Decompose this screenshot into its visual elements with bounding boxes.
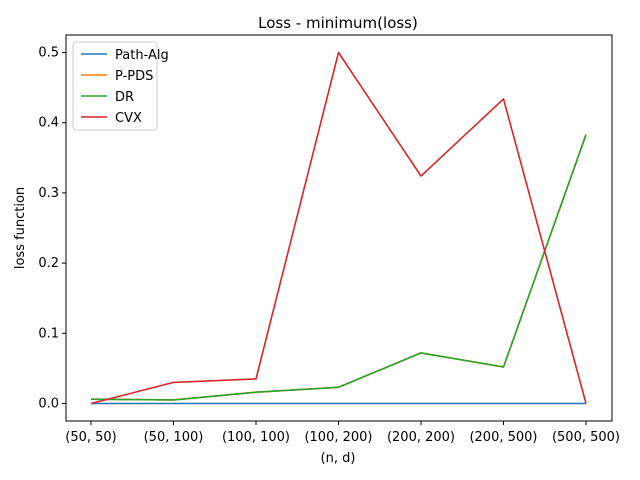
- legend: Path-Alg P-PDS DR CVX: [72, 41, 169, 131]
- x-tick-label: (100, 200): [304, 430, 372, 445]
- chart-title: Loss - minimum(loss): [258, 14, 418, 32]
- y-tick-label: 0.5: [38, 46, 59, 61]
- x-tick-label: (100, 100): [222, 430, 290, 445]
- x-tick-label: (200, 200): [387, 430, 455, 445]
- series-lines: [90, 51, 587, 405]
- x-tick-label: (50, 100): [144, 430, 204, 445]
- y-axis-label: loss function: [13, 187, 28, 269]
- x-tick-label: (200, 500): [469, 430, 537, 445]
- series-line-dr: [90, 134, 587, 401]
- legend-label: DR: [115, 90, 134, 105]
- x-tick-label: (50, 50): [65, 430, 117, 445]
- y-tick-label: 0.1: [38, 326, 59, 341]
- legend-label: Path-Alg: [115, 48, 169, 63]
- y-tick-label: 0.3: [38, 186, 59, 201]
- series-line-p-pds: [90, 134, 587, 401]
- legend-box: [72, 41, 158, 131]
- series-line-cvx: [90, 51, 587, 405]
- legend-label: P-PDS: [115, 69, 153, 84]
- y-tick-label: 0.4: [38, 116, 59, 131]
- x-axis: (50, 50) (50, 100) (100, 100) (100, 200) (20…: [65, 421, 620, 445]
- legend-label: CVX: [115, 111, 142, 126]
- y-tick-label: 0.2: [38, 256, 59, 271]
- y-tick-label: 0.0: [38, 396, 59, 411]
- x-tick-label: (500, 500): [552, 430, 620, 445]
- x-axis-label: (n, d): [321, 451, 356, 466]
- y-axis: 0.0 0.1 0.2 0.3 0.4 0.5: [38, 46, 66, 411]
